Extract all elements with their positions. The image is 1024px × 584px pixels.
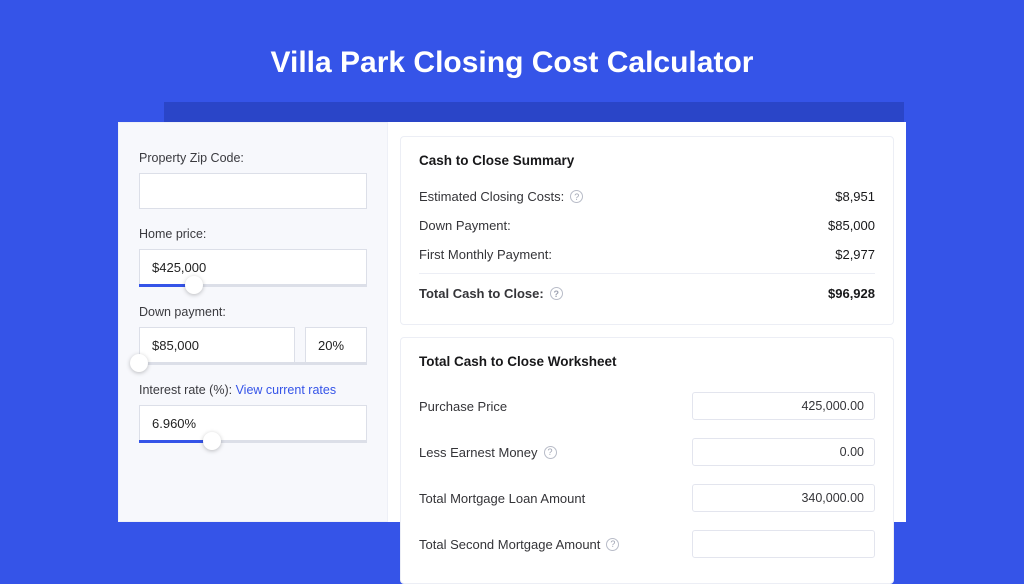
down-payment-label: Down payment: bbox=[139, 305, 367, 319]
worksheet-row-input[interactable] bbox=[692, 484, 875, 512]
down-payment-input[interactable] bbox=[139, 327, 295, 363]
summary-total-row: Total Cash to Close: ? $96,928 bbox=[419, 273, 875, 308]
home-price-label: Home price: bbox=[139, 227, 367, 241]
summary-rows: Estimated Closing Costs: ? $8,951 Down P… bbox=[419, 182, 875, 269]
home-price-slider[interactable] bbox=[139, 284, 367, 287]
worksheet-panel: Total Cash to Close Worksheet Purchase P… bbox=[400, 337, 894, 584]
worksheet-row-label: Total Mortgage Loan Amount bbox=[419, 491, 585, 506]
summary-panel: Cash to Close Summary Estimated Closing … bbox=[400, 136, 894, 325]
help-icon[interactable]: ? bbox=[544, 446, 557, 459]
worksheet-rows: Purchase Price Less Earnest Money ? Tota… bbox=[419, 383, 875, 567]
zip-field: Property Zip Code: bbox=[139, 151, 367, 209]
page-title: Villa Park Closing Cost Calculator bbox=[0, 0, 1024, 80]
view-rates-link[interactable]: View current rates bbox=[236, 383, 337, 397]
calculator-card: Property Zip Code: Home price: Down paym… bbox=[118, 122, 906, 522]
home-price-field: Home price: bbox=[139, 227, 367, 287]
worksheet-row: Purchase Price bbox=[419, 383, 875, 429]
zip-input[interactable] bbox=[139, 173, 367, 209]
zip-label: Property Zip Code: bbox=[139, 151, 367, 165]
worksheet-heading: Total Cash to Close Worksheet bbox=[419, 354, 875, 369]
summary-row: Estimated Closing Costs: ? $8,951 bbox=[419, 182, 875, 211]
interest-rate-label: Interest rate (%): View current rates bbox=[139, 383, 367, 397]
interest-rate-slider[interactable] bbox=[139, 440, 367, 443]
summary-row-label: Down Payment: bbox=[419, 218, 511, 233]
interest-rate-field: Interest rate (%): View current rates bbox=[139, 383, 367, 443]
interest-rate-input[interactable] bbox=[139, 405, 367, 441]
summary-row-value: $2,977 bbox=[835, 247, 875, 262]
worksheet-row: Less Earnest Money ? bbox=[419, 429, 875, 475]
worksheet-row-label: Total Second Mortgage Amount bbox=[419, 537, 600, 552]
worksheet-row-label: Less Earnest Money bbox=[419, 445, 538, 460]
home-price-input[interactable] bbox=[139, 249, 367, 285]
worksheet-row: Total Second Mortgage Amount ? bbox=[419, 521, 875, 567]
interest-rate-label-text: Interest rate (%): bbox=[139, 383, 236, 397]
down-payment-slider-handle[interactable] bbox=[130, 354, 148, 372]
summary-row-label: Estimated Closing Costs: bbox=[419, 189, 564, 204]
summary-row: Down Payment: $85,000 bbox=[419, 211, 875, 240]
inputs-column: Property Zip Code: Home price: Down paym… bbox=[118, 122, 388, 522]
results-column: Cash to Close Summary Estimated Closing … bbox=[388, 122, 906, 522]
summary-row: First Monthly Payment: $2,977 bbox=[419, 240, 875, 269]
help-icon[interactable]: ? bbox=[570, 190, 583, 203]
summary-row-label: First Monthly Payment: bbox=[419, 247, 552, 262]
interest-rate-slider-handle[interactable] bbox=[203, 432, 221, 450]
summary-row-value: $85,000 bbox=[828, 218, 875, 233]
down-payment-pct-input[interactable] bbox=[305, 327, 367, 363]
summary-total-label: Total Cash to Close: bbox=[419, 286, 544, 301]
worksheet-row: Total Mortgage Loan Amount bbox=[419, 475, 875, 521]
worksheet-row-input[interactable] bbox=[692, 530, 875, 558]
worksheet-row-input[interactable] bbox=[692, 392, 875, 420]
summary-total-value: $96,928 bbox=[828, 286, 875, 301]
summary-heading: Cash to Close Summary bbox=[419, 153, 875, 168]
down-payment-slider[interactable] bbox=[139, 362, 367, 365]
worksheet-row-input[interactable] bbox=[692, 438, 875, 466]
help-icon[interactable]: ? bbox=[606, 538, 619, 551]
help-icon[interactable]: ? bbox=[550, 287, 563, 300]
worksheet-row-label: Purchase Price bbox=[419, 399, 507, 414]
home-price-slider-handle[interactable] bbox=[185, 276, 203, 294]
down-payment-field: Down payment: bbox=[139, 305, 367, 365]
summary-row-value: $8,951 bbox=[835, 189, 875, 204]
interest-rate-slider-fill bbox=[139, 440, 212, 443]
